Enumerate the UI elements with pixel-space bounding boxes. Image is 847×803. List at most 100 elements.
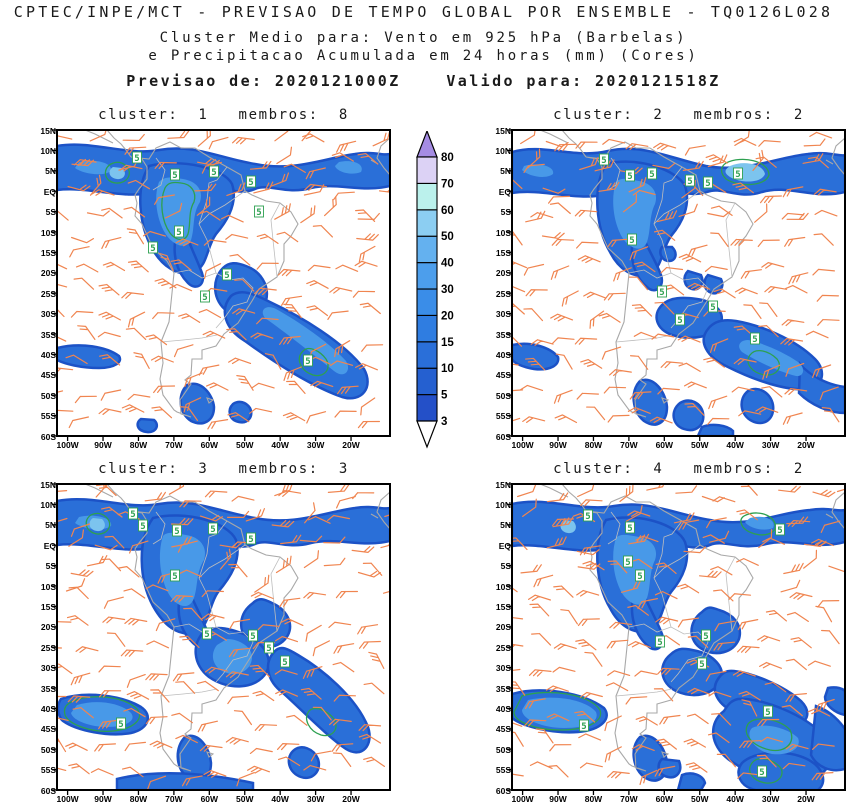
axis-ticks xyxy=(507,129,807,441)
precip-contour-line xyxy=(63,696,141,732)
svg-text:5: 5 xyxy=(705,179,710,189)
precip-contour-line xyxy=(720,158,770,186)
lat-tick-label: 30S xyxy=(495,309,511,320)
svg-text:5: 5 xyxy=(174,527,179,537)
colorbar-tick-label: 60 xyxy=(441,205,454,217)
svg-text:5: 5 xyxy=(677,316,682,326)
svg-text:5: 5 xyxy=(629,236,634,246)
lon-tick-label: 80W xyxy=(129,440,148,450)
panel-cluster-2: cluster: 2 membros: 2 15N 10N 5N EQ 5S 10S 15S… xyxy=(490,104,846,451)
svg-text:5: 5 xyxy=(687,177,692,187)
panel-cluster-1: cluster: 1 membros: 8 15N 10N 5N EQ 5S 10S 15S… xyxy=(35,104,391,451)
lon-tick-label: 40W xyxy=(726,794,744,803)
lat-tick-label: 10S xyxy=(40,581,56,592)
colorbar: 3 5 10 15 20 30 40 50 60 70 80 xyxy=(416,129,476,451)
colorbar-segment xyxy=(416,235,438,264)
svg-text:5: 5 xyxy=(627,172,632,182)
colorbar-segment xyxy=(416,314,438,343)
contour-labels: 5 5 5 5 5 5 5 5 5 5 xyxy=(132,151,313,367)
lon-tick-label: 60W xyxy=(655,794,674,803)
lat-tick-label: 20S xyxy=(40,268,56,279)
panel-cluster-3: cluster: 3 membros: 3 15N 10N 5N EQ 5S 10S 15S… xyxy=(35,458,391,803)
colorbar-tick-label: 10 xyxy=(441,363,454,375)
svg-text:5: 5 xyxy=(256,208,261,218)
svg-text:5: 5 xyxy=(282,658,287,668)
lat-tick-label: 10N xyxy=(40,499,56,510)
colorbar-arrow-bottom xyxy=(416,420,438,449)
lon-tick-label: 20W xyxy=(342,440,360,450)
lat-tick-label: 5S xyxy=(45,561,56,572)
lat-tick-label: 15N xyxy=(495,479,511,490)
lat-tick-label: 15S xyxy=(40,247,56,258)
colorbar-segment xyxy=(416,341,438,369)
svg-text:5: 5 xyxy=(657,638,662,648)
lon-tick-label: 30W xyxy=(306,440,325,450)
lon-tick-label: 90W xyxy=(549,794,567,803)
svg-text:5: 5 xyxy=(172,572,177,582)
lon-tick-label: 20W xyxy=(797,440,815,450)
lon-tick-label: 60W xyxy=(655,440,674,450)
svg-text:5: 5 xyxy=(649,170,654,180)
svg-text:5: 5 xyxy=(777,526,782,536)
lat-tick-label: 20S xyxy=(495,622,511,633)
lon-tick-label: 70W xyxy=(620,794,638,803)
lat-tick-label: 30S xyxy=(495,663,511,674)
map-frame xyxy=(511,483,846,791)
precip-contour-line xyxy=(740,512,776,536)
lon-tick-label: 100W xyxy=(511,794,534,803)
lon-tick-label: 50W xyxy=(236,440,254,450)
lon-tick-label: 70W xyxy=(165,794,183,803)
lat-axis: 15N 10N 5N EQ 5S 10S 15S 20S 25S 30S 35S 40S 45S 50S 5… xyxy=(490,126,512,442)
lon-tick-label: 80W xyxy=(129,794,148,803)
panel-title: cluster: 1 membros: 8 xyxy=(98,107,349,123)
svg-text:5: 5 xyxy=(305,357,310,367)
lon-tick-label: 20W xyxy=(797,794,815,803)
lon-tick-label: 50W xyxy=(236,794,254,803)
colorbar-tick-label: 3 xyxy=(441,416,447,428)
axis-ticks xyxy=(507,483,807,795)
lon-tick-label: 30W xyxy=(761,440,780,450)
colorbar-tick-label: 80 xyxy=(441,152,454,164)
lon-tick-label: 60W xyxy=(200,440,219,450)
lat-tick-label: 25S xyxy=(40,642,56,653)
lat-tick-label: 40S xyxy=(40,349,56,360)
panel-title: cluster: 3 membros: 3 xyxy=(98,461,349,477)
lat-tick-label: 55S xyxy=(495,765,511,776)
svg-text:5: 5 xyxy=(699,660,704,670)
colorbar-scale: 3 5 10 15 20 30 40 50 60 70 80 xyxy=(416,129,454,449)
precipitation-shading xyxy=(512,147,845,436)
svg-text:5: 5 xyxy=(204,630,209,640)
panel-cluster-4: cluster: 4 membros: 2 15N 10N 5N EQ 5S 10S 15S… xyxy=(490,458,846,803)
svg-text:5: 5 xyxy=(625,558,630,568)
svg-text:5: 5 xyxy=(250,632,255,642)
lat-tick-label: 40S xyxy=(495,349,511,360)
subtitle-line2: e Precipitacao Acumulada em 24 horas (mm… xyxy=(148,48,699,64)
colorbar-tick-label: 20 xyxy=(441,310,454,322)
lat-tick-label: 15N xyxy=(495,125,511,136)
colorbar-tick-label: 50 xyxy=(441,231,454,243)
svg-text:5: 5 xyxy=(176,228,181,238)
panel-title: cluster: 2 membros: 2 xyxy=(553,107,804,123)
lon-tick-label: 90W xyxy=(94,794,112,803)
map-frame xyxy=(511,129,846,437)
lon-tick-label: 80W xyxy=(584,794,603,803)
colorbar-tick-label: 40 xyxy=(441,258,454,270)
wind-barbs xyxy=(57,130,390,430)
lat-tick-label: 10N xyxy=(495,145,511,156)
lat-tick-label: 10S xyxy=(40,227,56,238)
lat-tick-label: 15S xyxy=(495,247,511,258)
lat-tick-label: 20S xyxy=(495,268,511,279)
map-frame xyxy=(56,483,391,791)
lat-tick-label: 5N xyxy=(500,520,511,531)
svg-text:5: 5 xyxy=(585,512,590,522)
svg-text:5: 5 xyxy=(224,271,229,281)
colorbar-tick-label: 70 xyxy=(441,178,454,190)
svg-text:5: 5 xyxy=(118,720,123,730)
lat-tick-label: 40S xyxy=(495,703,511,714)
lon-tick-label: 30W xyxy=(761,794,780,803)
